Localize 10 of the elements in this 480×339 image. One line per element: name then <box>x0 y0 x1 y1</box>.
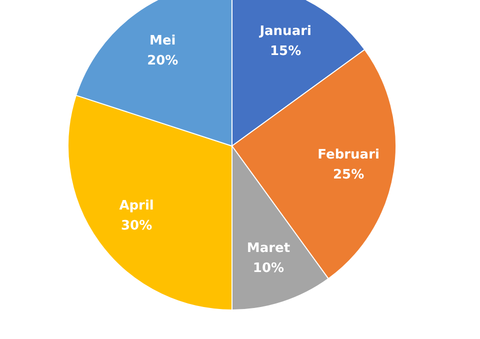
data-label: 10% <box>252 261 284 276</box>
slice-label: April <box>119 198 154 214</box>
slice-label: Februari <box>318 147 380 162</box>
data-label: 25% <box>332 167 364 182</box>
data-label: 30% <box>120 218 152 234</box>
data-label: 20% <box>147 54 178 69</box>
slice-label: Maret <box>246 241 290 256</box>
slice-label: Mei <box>150 34 176 49</box>
slice-label: Januari <box>258 24 312 39</box>
data-label: 15% <box>270 44 302 59</box>
